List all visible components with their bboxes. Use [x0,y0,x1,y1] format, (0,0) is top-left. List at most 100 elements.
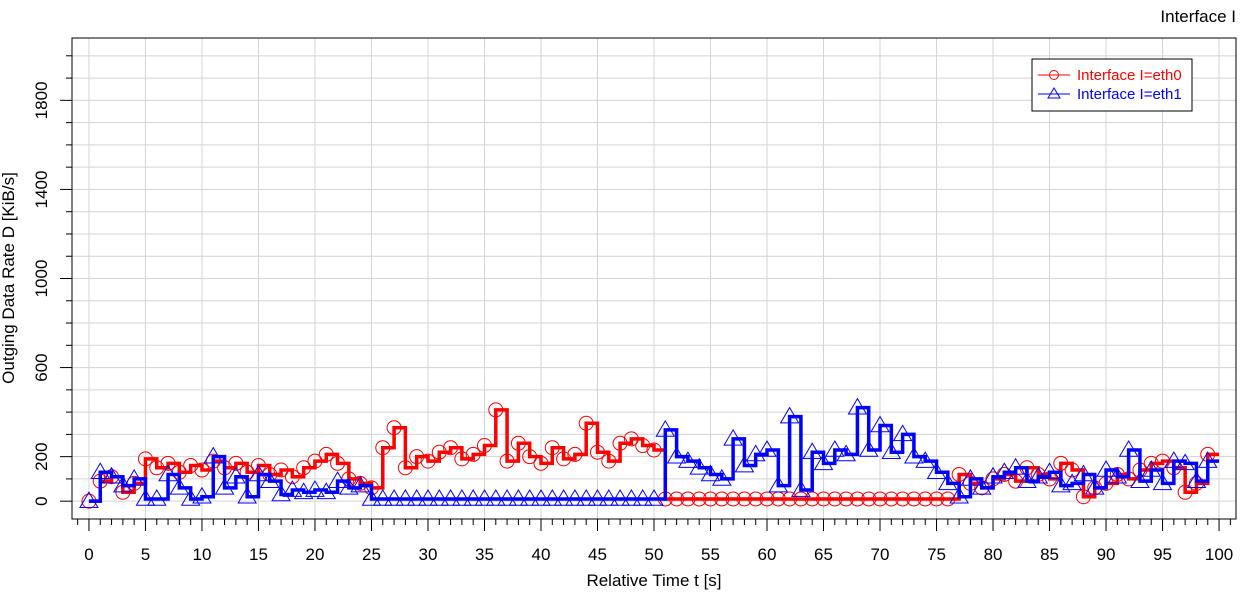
data-point [384,488,404,506]
y-tick-label: 1000 [32,260,51,298]
data-point [623,431,639,447]
data-point [723,428,743,446]
data-point [700,464,721,482]
x-tick-label: 95 [1153,545,1172,564]
data-point [703,491,719,507]
x-tick-label: 60 [758,545,777,564]
data-point [395,488,416,506]
data-point [406,488,427,506]
data-point [192,486,212,504]
data-point [420,453,436,469]
data-point [646,442,662,458]
data-point [237,486,258,504]
data-point [440,488,461,506]
data-point [259,471,280,488]
legend-marker [1047,87,1061,99]
data-point [587,488,608,506]
data-point [510,435,526,451]
data-point [951,466,967,482]
data-point [847,397,868,415]
data-point [870,415,890,433]
data-point [711,468,732,486]
data-point [838,491,854,507]
data-point [691,491,707,507]
data-point [1064,462,1080,478]
data-point [567,446,583,462]
data-point [621,488,642,506]
data-point [499,453,515,469]
data-point [1096,460,1116,477]
data-point [497,488,517,506]
data-point [1050,475,1071,493]
data-point [971,477,992,495]
data-point [316,482,337,500]
data-point [1075,489,1091,505]
data-point [1130,471,1150,488]
data-point [904,446,924,464]
data-point [1062,473,1083,491]
data-point [293,482,314,500]
data-point [1141,460,1162,477]
y-tick-label: 200 [32,442,51,470]
data-point [678,451,698,468]
data-point [327,471,348,488]
data-point [488,402,504,418]
data-point [137,451,153,467]
x-tick-label: 25 [362,545,381,564]
data-point [124,468,145,486]
data-point [1155,453,1171,469]
data-point [937,473,958,491]
data-point [386,420,402,436]
data-point [180,488,201,506]
data-point [849,491,865,507]
data-point [531,488,551,506]
data-point [827,491,843,507]
data-point [610,488,630,506]
data-point [519,488,540,506]
data-point [194,462,210,478]
x-tick-label: 0 [84,545,93,564]
data-point [556,451,572,467]
x-tick-label: 15 [249,545,268,564]
data-point [768,475,789,493]
x-axis: 0 5 10 15 20 25 30 35 40 45 50 55 60 65 70 75 80 85 90 95 10… [77,519,1233,564]
data-point [463,488,484,506]
data-point [250,458,266,474]
data-point [169,477,190,495]
data-point [926,462,947,480]
data-point [418,488,438,506]
data-point [522,449,538,465]
data-point [318,446,334,462]
data-point [906,491,922,507]
data-point [576,488,597,506]
data-point [666,446,687,464]
data-point [79,491,99,508]
data-point [791,480,811,497]
data-point [101,466,122,484]
data-point [782,491,798,507]
data-point [282,480,303,497]
data-point [669,491,685,507]
data-point [895,491,911,507]
data-point [929,491,945,507]
data-point [836,444,856,462]
data-point [375,440,391,456]
data-point [816,491,832,507]
data-point [915,451,936,468]
data-point [474,488,495,506]
x-tick-label: 35 [475,545,494,564]
data-point [225,466,246,484]
series-Interface I=eth0 [81,402,1220,509]
data-point [214,477,235,495]
data-point [544,440,560,456]
data-point [824,439,845,457]
data-point [429,488,450,506]
legend-label: Interface I=eth0 [1077,67,1182,84]
series-Interface I=eth1 [79,397,1220,508]
data-point [296,460,312,476]
legend-marker [1049,70,1059,80]
data-point [361,488,382,506]
data-point [330,455,346,471]
x-tick-label: 10 [193,545,212,564]
data-point [508,488,529,506]
